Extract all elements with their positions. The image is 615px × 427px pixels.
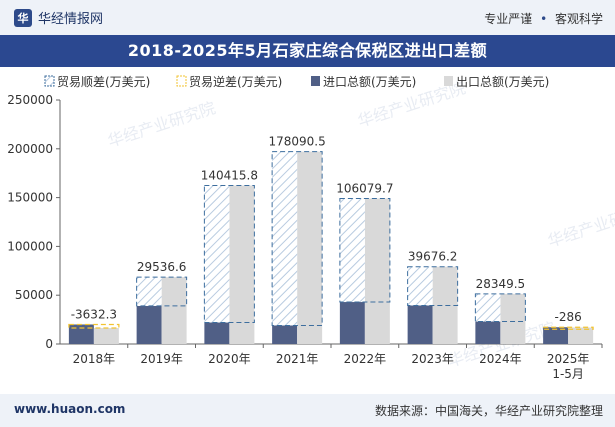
data-label-balance: 39676.2 (408, 250, 458, 264)
legend: 贸易顺差(万美元) 贸易逆差(万美元) 进口总额(万美元) 出口总额(万美元) (44, 74, 549, 89)
y-tick-label: 250000 (7, 93, 53, 107)
x-tick-label: 2022年 (344, 352, 387, 366)
data-label-balance: -286 (555, 310, 582, 324)
slogan-dot-icon: • (540, 12, 548, 26)
y-tick-label: 150000 (7, 191, 53, 205)
y-tick-label: 0 (45, 337, 53, 351)
data-label-balance: 178090.5 (268, 135, 325, 149)
top-bar: 华 华经情报网 专业严谨 • 客观科学 (0, 0, 615, 35)
bar-surplus (136, 277, 162, 306)
bars: -3632.3 29536.6 140415.8 178090.5 106079.7 39… (68, 135, 594, 344)
bar-surplus (339, 198, 365, 303)
legend-label-deficit: 贸易逆差(万美元) (189, 74, 282, 89)
x-tick-label: 2019年 (140, 352, 183, 366)
legend-label-surplus: 贸易顺差(万美元) (57, 75, 150, 89)
y-tick-label: 200000 (7, 142, 53, 156)
legend-label-import: 进口总额(万美元) (323, 75, 416, 89)
bar-import (136, 305, 162, 344)
bar-export (364, 198, 390, 344)
brand-logo-icon: 华 (14, 8, 32, 27)
bar-surplus-outline (407, 266, 459, 306)
data-label-balance: 140415.8 (201, 168, 258, 182)
x-tick-label: 2025年 (547, 352, 590, 366)
legend-swatch-import (311, 76, 320, 86)
y-tick-label: 50000 (15, 288, 53, 302)
data-label-balance: 29536.6 (137, 260, 187, 274)
data-label-balance: 28349.5 (476, 277, 526, 291)
slogan-right: 客观科学 (554, 12, 603, 26)
legend-label-export: 出口总额(万美元) (456, 75, 549, 89)
bar-export (229, 185, 255, 344)
slogan-left: 专业严谨 (484, 12, 533, 26)
watermark-text: 华经产业研究院 (105, 98, 217, 151)
bar-import (475, 321, 501, 344)
bar-surplus (272, 151, 298, 326)
bar-deficit-outline (68, 323, 120, 329)
data-label-balance: -3632.3 (71, 307, 117, 321)
legend-swatch-deficit (176, 75, 187, 87)
bar-import (543, 327, 569, 344)
y-tick-label: 100000 (7, 239, 53, 253)
bar-surplus-outline (203, 184, 255, 324)
bar-export (297, 151, 323, 344)
legend-swatch-surplus (44, 75, 55, 87)
brand[interactable]: 华 华经情报网 (14, 8, 103, 27)
title-bar: 2018-2025年5月石家庄综合保税区进出口差额 (0, 35, 615, 67)
bar-export (161, 277, 187, 344)
bar-surplus (475, 293, 501, 322)
bar-import (204, 322, 230, 344)
data-source: 数据来源：中国海关，华经产业研究院整理 (374, 404, 603, 418)
bar-deficit-outline (542, 326, 594, 330)
bar-surplus (407, 266, 433, 306)
slogan: 专业严谨 • 客观科学 (484, 10, 603, 27)
legend-swatch-export (444, 76, 453, 86)
bar-surplus-outline (271, 151, 323, 326)
x-tick-label: 1-5月 (552, 367, 584, 381)
bar-import (272, 325, 298, 344)
x-tick-label: 2023年 (411, 352, 454, 366)
x-tick-label: 2020年 (208, 352, 251, 366)
bar-import (407, 305, 433, 344)
chart: 华经产业研究院华经产业研究院华经产业研究院华经产业研究院 贸易顺差(万美元)贸易… (7, 74, 615, 381)
chart-title: 2018-2025年5月石家庄综合保税区进出口差额 (127, 41, 488, 60)
bar-export (568, 327, 594, 344)
bar-surplus-outline (339, 197, 391, 303)
x-tick-label: 2021年 (276, 352, 319, 366)
bar-export (93, 328, 119, 344)
bar-surplus (204, 185, 230, 323)
x-tick-label: 2018年 (73, 352, 116, 366)
data-label-balance: 106079.7 (336, 181, 393, 195)
footer-site-link[interactable]: www.huaon.com (14, 402, 126, 416)
x-tick-label: 2024年 (479, 352, 522, 366)
bar-surplus-outline (474, 293, 526, 323)
brand-name: 华经情报网 (38, 12, 104, 27)
bar-import (68, 324, 94, 344)
watermark-text: 华经产业研究院 (545, 198, 615, 251)
bar-export (500, 293, 526, 344)
bar-import (339, 302, 365, 344)
bar-surplus-outline (136, 276, 188, 307)
footer: www.huaon.com 数据来源：中国海关，华经产业研究院整理 (0, 394, 615, 427)
